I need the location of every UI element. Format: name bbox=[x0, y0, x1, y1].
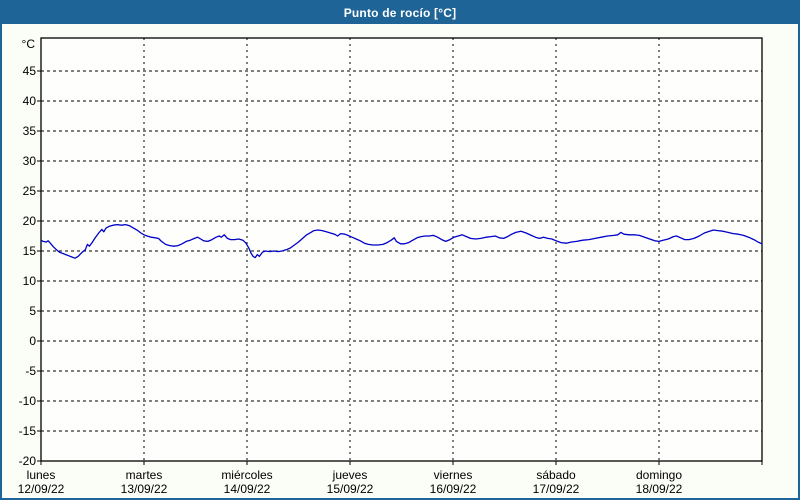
x-day-label: martes bbox=[126, 468, 163, 482]
y-tick-label: -20 bbox=[19, 454, 37, 468]
x-day-label: sábado bbox=[536, 468, 576, 482]
y-tick-label: 15 bbox=[23, 244, 37, 258]
dew-point-chart: 45 40 35 30 25 20 15 10 5 0 -5 -10 -15 -20 °C lunes12/0… bbox=[18, 37, 763, 496]
x-date-label: 13/09/22 bbox=[121, 482, 168, 496]
x-date-label: 17/09/22 bbox=[533, 482, 580, 496]
x-date-label: 12/09/22 bbox=[18, 482, 65, 496]
y-tick-label: 10 bbox=[23, 274, 37, 288]
x-date-label: 15/09/22 bbox=[327, 482, 374, 496]
chart-title: Punto de rocío [°C] bbox=[343, 6, 457, 20]
y-tick-label: 40 bbox=[23, 94, 37, 108]
y-tick-label: -15 bbox=[19, 424, 37, 438]
y-tick-label: 5 bbox=[29, 304, 36, 318]
y-tick-label: 35 bbox=[23, 124, 37, 138]
y-tick-label: 20 bbox=[23, 214, 37, 228]
x-day-label: domingo bbox=[636, 468, 682, 482]
x-day-label: jueves bbox=[332, 468, 368, 482]
x-day-label: miércoles bbox=[221, 468, 272, 482]
x-date-label: 14/09/22 bbox=[224, 482, 271, 496]
y-tick-label: 30 bbox=[23, 154, 37, 168]
x-day-label: lunes bbox=[27, 468, 56, 482]
y-tick-label: 45 bbox=[23, 64, 37, 78]
chart-title-bar: Punto de rocío [°C] bbox=[2, 2, 798, 24]
x-date-label: 16/09/22 bbox=[430, 482, 477, 496]
dew-point-line bbox=[40, 223, 763, 259]
plot-area bbox=[41, 38, 762, 461]
y-tick-label: -10 bbox=[19, 394, 37, 408]
y-tick-label: -5 bbox=[25, 364, 36, 378]
x-date-label: 18/09/22 bbox=[636, 482, 683, 496]
plot-border bbox=[40, 37, 763, 462]
y-tick-label: 25 bbox=[23, 184, 37, 198]
y-axis-unit-label: °C bbox=[22, 37, 36, 51]
x-day-label: viernes bbox=[434, 468, 473, 482]
chart-panel: 45 40 35 30 25 20 15 10 5 0 -5 -10 -15 -20 °C lunes 12/0… bbox=[2, 24, 798, 498]
y-tick-label: 0 bbox=[29, 334, 36, 348]
